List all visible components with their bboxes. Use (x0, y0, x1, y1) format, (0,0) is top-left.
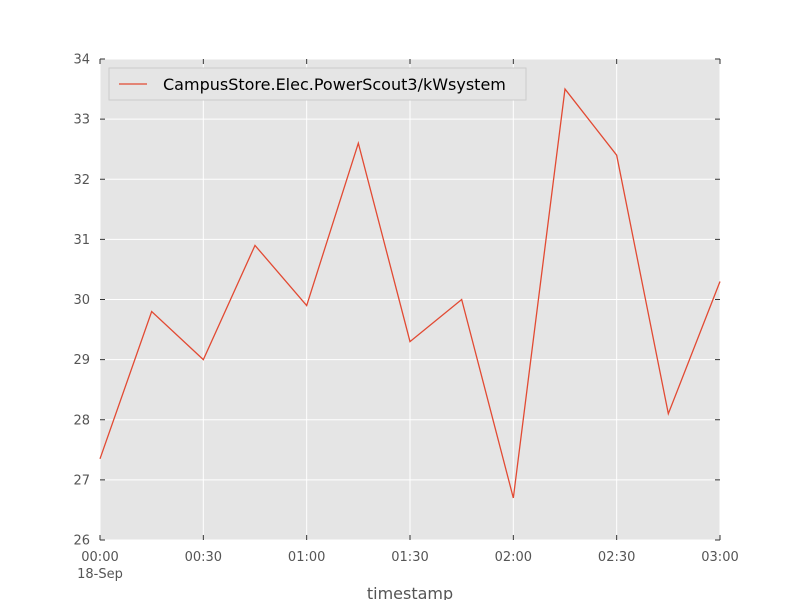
x-tick-label: 02:30 (598, 550, 635, 565)
y-tick-label: 34 (73, 53, 90, 68)
y-tick-labels: 26 27 28 29 30 31 32 33 34 (73, 53, 90, 549)
x-tick-label: 01:30 (391, 550, 428, 565)
x-tick-label: 01:00 (288, 550, 325, 565)
x-tick-labels: 00:00 18-Sep 00:30 01:00 01:30 02:00 02:30 03:0… (77, 550, 739, 582)
x-tick-sublabel: 18-Sep (77, 567, 123, 582)
legend-box (108, 67, 527, 101)
x-tick-label: 00:00 (81, 550, 118, 565)
tick-marks (99, 58, 721, 541)
y-tick-label: 30 (73, 293, 90, 308)
y-tick-label: 28 (73, 413, 90, 428)
x-tick-label: 02:00 (495, 550, 532, 565)
y-tick-label: 26 (73, 534, 90, 549)
y-tick-label: 27 (73, 473, 90, 488)
series-layer (99, 87, 721, 499)
series-line-0 (99, 87, 721, 499)
y-tick-label: 33 (73, 113, 90, 128)
legend-entry-label: CampusStore.Elec.PowerScout3/kWsystem (163, 75, 506, 94)
y-tick-label: 31 (73, 233, 90, 248)
x-axis-label: timestamp (367, 584, 453, 600)
x-tick-label: 00:30 (185, 550, 222, 565)
legend: CampusStore.Elec.PowerScout3/kWsystem (108, 67, 527, 101)
x-tick-label: 03:00 (701, 550, 738, 565)
y-tick-label: 29 (73, 353, 90, 368)
y-tick-label: 32 (73, 173, 90, 188)
